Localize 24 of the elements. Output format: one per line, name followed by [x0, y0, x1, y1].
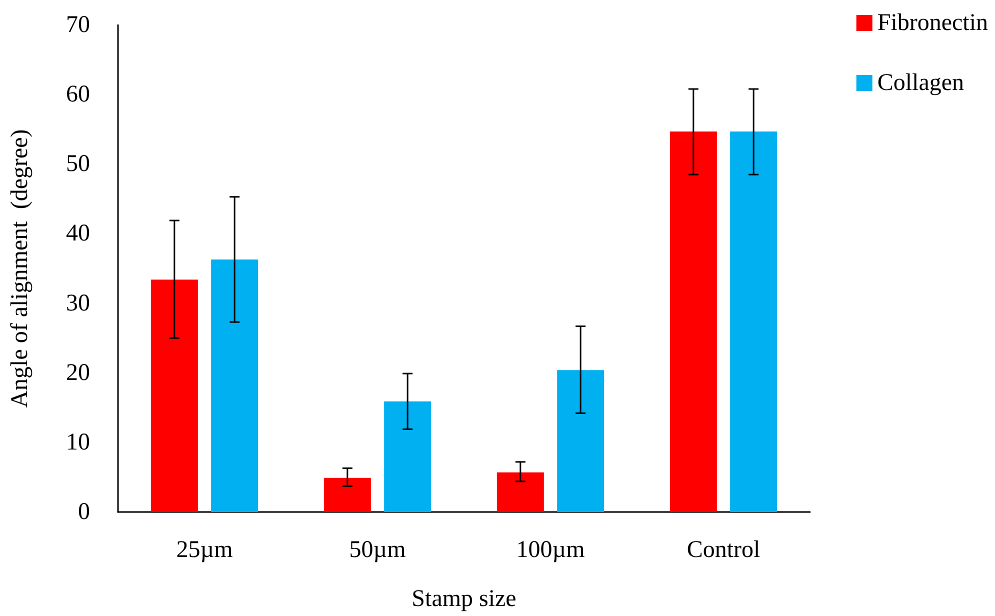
y-tick-label: 70	[66, 12, 90, 38]
y-tick-label: 10	[66, 429, 90, 456]
legend-label: Collagen	[877, 70, 964, 96]
bar	[211, 259, 258, 512]
bar	[730, 131, 778, 512]
x-tick-label: Control	[686, 537, 760, 563]
y-tick-label: 60	[66, 82, 90, 108]
x-tick-label: 100µm	[516, 537, 586, 563]
y-tick-label: 20	[66, 360, 90, 386]
y-tick-label: 0	[78, 499, 90, 525]
bar	[324, 478, 371, 512]
legend-label: Fibronectin	[877, 10, 988, 36]
x-tick-label: 50µm	[349, 537, 406, 563]
y-axis-title: Angle of alignment (degree)	[7, 129, 33, 408]
x-axis-title: Stamp size	[412, 586, 516, 612]
bar	[557, 370, 604, 512]
bar	[384, 401, 432, 512]
y-tick-label: 50	[66, 151, 90, 178]
bar	[496, 472, 544, 512]
y-tick-label: 30	[66, 290, 90, 316]
bar	[670, 131, 717, 512]
x-tick-label: 25µm	[176, 537, 234, 563]
y-tick-label: 40	[66, 220, 90, 247]
bar	[150, 280, 198, 512]
